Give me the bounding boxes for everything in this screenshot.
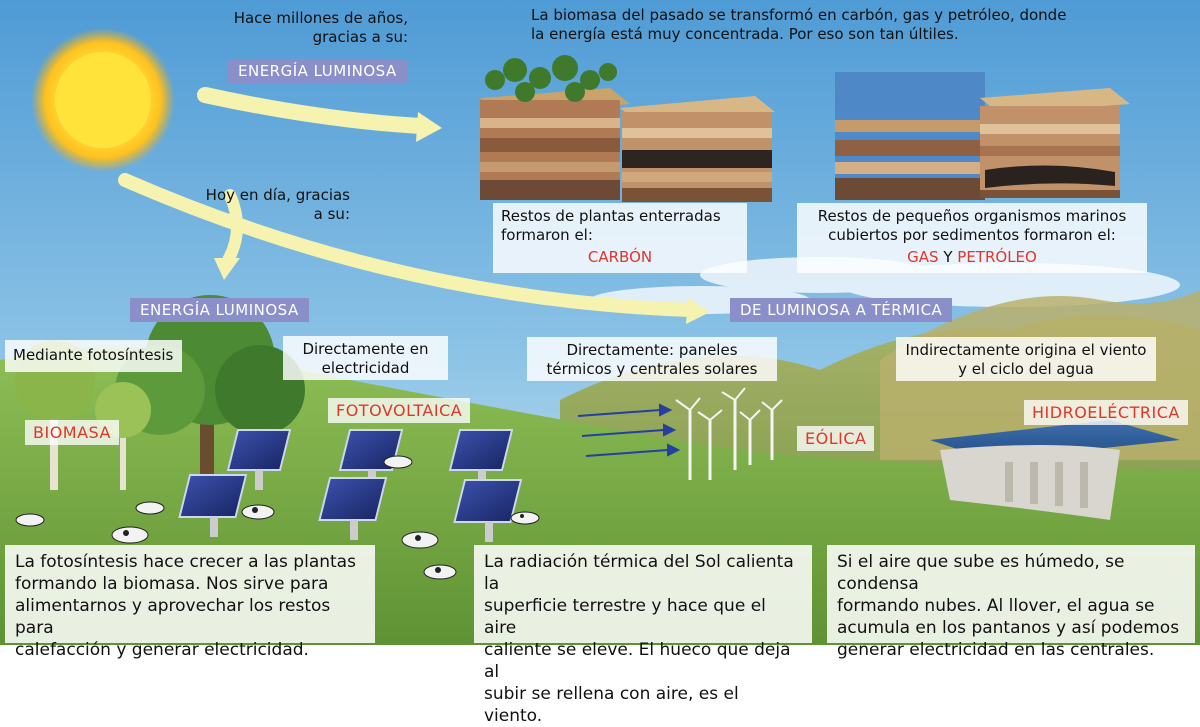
wind-turbine-icon [675,387,783,480]
arrow-icon [118,87,697,317]
biomass-expl-line2: formando la biomasa. Nos sirve para [15,574,329,594]
past-caption-line1: Hace millones de años, [233,9,408,27]
coal-line2: formaron el: [501,226,593,244]
arrow-heads [214,112,710,324]
label-hidroelectrica: HIDROELÉCTRICA [1024,400,1188,425]
direct-thermal-box: Directamente: paneles térmicos y central… [527,337,777,381]
direct-elec-line2: electricidad [321,359,410,377]
coal-name: CARBÓN [587,248,653,266]
today-caption: Hoy en día, gracias a su: [180,186,350,224]
wind-explanation: La radiación térmica del Sol calienta la… [474,545,812,726]
label-biomasa: BIOMASA [25,420,119,445]
oil-name: PETRÓLEO [957,248,1037,266]
direct-electricity-box: Directamente en electricidad [283,336,448,380]
water-expl-line2: formando nubes. Al llover, el agua se [837,596,1155,616]
biomass-past-line2: la energía está muy concentrada. Por eso… [531,25,959,43]
gas-line2: cubiertos por sedimentos formaron el: [828,226,1116,244]
gas-name: GAS [907,248,939,266]
biomass-expl-line3: alimentarnos y aprovechar los restos par… [15,596,331,638]
gas-line1: Restos de pequeños organismos marinos [817,207,1127,225]
biomass-past-caption: La biomasa del pasado se transformó en c… [531,6,1191,44]
wind-arrow-icon [577,403,681,457]
wind-expl-line1: La radiación térmica del Sol calienta la [484,552,794,594]
badge-luminosa-termica: DE LUMINOSA A TÉRMICA [730,298,953,322]
biomass-expl-line1: La fotosíntesis hace crecer a las planta… [15,552,356,572]
past-caption-line2: gracias a su: [312,28,408,46]
direct-thermal-line1: Directamente: paneles [566,341,738,359]
coal-line1: Restos de plantas enterradas [501,207,721,225]
direct-thermal-line2: térmicos y centrales solares [546,360,758,378]
solar-panel-icon [178,429,523,542]
photosynthesis-label: Mediante fotosíntesis [5,340,182,372]
tree-icon [15,295,305,500]
sun-icon [31,28,175,172]
label-fotovoltaica: FOTOVOLTAICA [328,398,471,423]
water-expl-line3: acumula en los pantanos y así podemos [837,618,1180,638]
dam-icon [930,420,1180,520]
wind-expl-line4: subir se rellena con aire, es el viento. [484,684,739,726]
badge-energia-luminosa-past: ENERGÍA LUMINOSA [228,59,407,83]
cow-icon [15,455,540,580]
badge-energia-luminosa-today: ENERGÍA LUMINOSA [130,298,309,322]
today-caption-line2: a su: [313,205,350,223]
water-explanation: Si el aire que sube es húmedo, se conden… [827,545,1195,660]
gas-joiner: Y [943,248,953,266]
biomass-expl-line4: calefacción y generar electricidad. [15,640,309,660]
past-caption: Hace millones de años, gracias a su: [200,9,408,47]
today-caption-line1: Hoy en día, gracias [205,186,350,204]
wind-expl-line3: caliente se eleve. El hueco que deja al [484,640,791,682]
indirect-line1: Indirectamente origina el viento [905,341,1147,359]
water-expl-line1: Si el aire que sube es húmedo, se conden… [837,552,1125,594]
soil-block-icon [480,55,1130,202]
biomass-past-line1: La biomasa del pasado se transformó en c… [531,6,1067,24]
gas-oil-names: GAS Y PETRÓLEO [805,248,1139,267]
gas-oil-box: Restos de pequeños organismos marinos cu… [797,203,1147,273]
label-eolica: EÓLICA [797,426,875,451]
indirect-line2: y el ciclo del agua [958,360,1094,378]
coal-box: Restos de plantas enterradas formaron el… [493,203,747,273]
biomass-explanation: La fotosíntesis hace crecer a las planta… [5,545,375,660]
indirect-box: Indirectamente origina el viento y el ci… [896,337,1156,381]
water-expl-line4: generar electricidad en las centrales. [837,640,1155,660]
wind-expl-line2: superficie terrestre y hace que el aire [484,596,766,638]
direct-elec-line1: Directamente en [302,340,429,358]
